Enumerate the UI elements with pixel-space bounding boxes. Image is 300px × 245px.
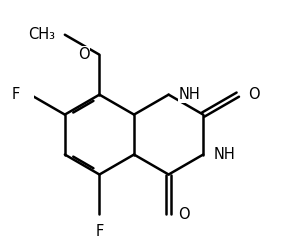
Text: NH: NH xyxy=(213,147,235,162)
Text: O: O xyxy=(178,207,190,222)
Text: O: O xyxy=(78,47,89,62)
Text: O: O xyxy=(248,87,260,102)
Text: NH: NH xyxy=(178,87,200,102)
Text: CH₃: CH₃ xyxy=(28,27,55,42)
Text: F: F xyxy=(95,224,104,239)
Text: F: F xyxy=(12,87,20,102)
